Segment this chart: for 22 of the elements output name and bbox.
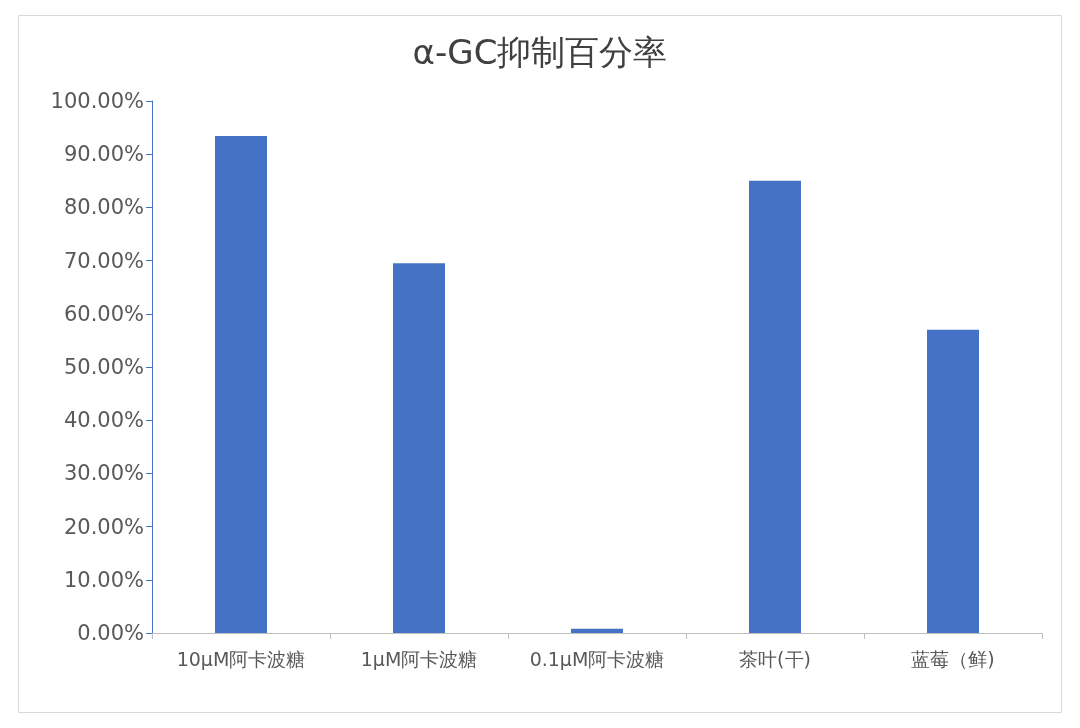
y-tick-label: 30.00% xyxy=(63,461,144,486)
y-tick-label: 10.00% xyxy=(63,567,144,592)
bar xyxy=(215,136,267,633)
bar xyxy=(749,180,801,633)
y-tick-label: 70.00% xyxy=(63,248,144,273)
y-tick-label: 0.00% xyxy=(77,621,144,645)
y-tick-label: 50.00% xyxy=(63,355,144,379)
y-tick-label: 20.00% xyxy=(63,514,144,539)
y-tick-label: 40.00% xyxy=(63,408,144,433)
bar xyxy=(927,329,979,633)
bar xyxy=(571,628,623,633)
y-tick-label: 80.00% xyxy=(63,195,144,220)
bar xyxy=(393,263,445,633)
chart-title: α-GC抑制百分率 xyxy=(412,32,668,72)
y-tick-label: 90.00% xyxy=(63,142,144,167)
x-tick-label: 蓝莓（鲜) xyxy=(911,647,995,670)
x-tick-label: 茶叶(干) xyxy=(739,647,811,670)
y-tick-label: 100.00% xyxy=(50,89,144,113)
y-tick-label: 60.00% xyxy=(63,301,144,326)
x-tick-label: 1μM阿卡波糖 xyxy=(360,647,478,670)
x-tick-label: 0.1μM阿卡波糖 xyxy=(529,647,665,670)
x-tick-label: 10μM阿卡波糖 xyxy=(176,647,306,670)
